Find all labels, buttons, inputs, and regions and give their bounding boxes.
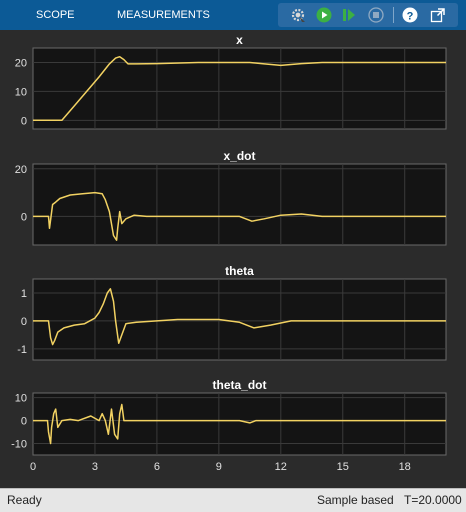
- svg-text:?: ?: [407, 10, 414, 22]
- x-tick-label: 12: [275, 461, 287, 473]
- y-tick-label: -10: [11, 439, 27, 451]
- series-line: [33, 191, 446, 241]
- y-tick-label: 1: [21, 288, 27, 300]
- plot-title: x: [236, 33, 243, 47]
- plot-title: theta: [225, 264, 254, 278]
- x-tick-label: 0: [30, 461, 36, 473]
- y-tick-label: -1: [17, 344, 27, 356]
- y-tick-label: 0: [21, 416, 27, 428]
- step-forward-icon[interactable]: [341, 7, 357, 23]
- y-tick-label: 20: [15, 57, 27, 69]
- toolbar-button-group: ?: [278, 3, 458, 27]
- y-tick-label: 10: [15, 393, 27, 405]
- simulation-time: T=20.0000: [404, 493, 462, 507]
- status-text: Ready: [7, 493, 42, 507]
- x-tick-label: 15: [337, 461, 349, 473]
- series-line: [33, 403, 446, 445]
- y-tick-label: 0: [21, 115, 27, 127]
- x-tick-label: 9: [216, 461, 222, 473]
- run-icon[interactable]: [316, 7, 332, 23]
- y-tick-label: 20: [15, 164, 27, 176]
- axes-background: [32, 392, 447, 456]
- x-tick-label: 18: [399, 461, 411, 473]
- sample-mode-text: Sample based: [317, 493, 394, 507]
- toolstrip: SCOPE MEASUREMENTS ?: [0, 0, 466, 30]
- axes-background: [32, 47, 447, 130]
- x-tick-label: 3: [92, 461, 98, 473]
- settings-icon[interactable]: [290, 7, 306, 23]
- tab-measurements[interactable]: MEASUREMENTS: [117, 9, 210, 21]
- toolbar-separator: [393, 7, 394, 23]
- axes-theta: -1 0 1 theta: [17, 264, 447, 361]
- x-tick-label: 6: [154, 461, 160, 473]
- scope-plot-area: 0 10 20 x 0 20 x_dot -1 0 1 theta -10 0 10 theta_dot 0 3…: [0, 30, 466, 488]
- y-tick-label: 0: [21, 211, 27, 223]
- plot-title: theta_dot: [213, 378, 267, 392]
- plot-title: x_dot: [223, 149, 255, 163]
- y-tick-label: 0: [21, 316, 27, 328]
- series-line: [33, 288, 446, 346]
- help-icon[interactable]: ?: [402, 7, 418, 23]
- stop-icon[interactable]: [368, 7, 384, 23]
- undock-icon[interactable]: [430, 7, 446, 23]
- tab-scope[interactable]: SCOPE: [36, 9, 75, 21]
- axes-background: [32, 163, 447, 246]
- y-tick-label: 10: [15, 86, 27, 98]
- axes-x: 0 10 20 x: [15, 33, 447, 130]
- axes-x-dot: 0 20 x_dot: [15, 149, 447, 246]
- status-bar: Ready Sample based T=20.0000: [0, 488, 466, 512]
- series-line: [33, 55, 446, 122]
